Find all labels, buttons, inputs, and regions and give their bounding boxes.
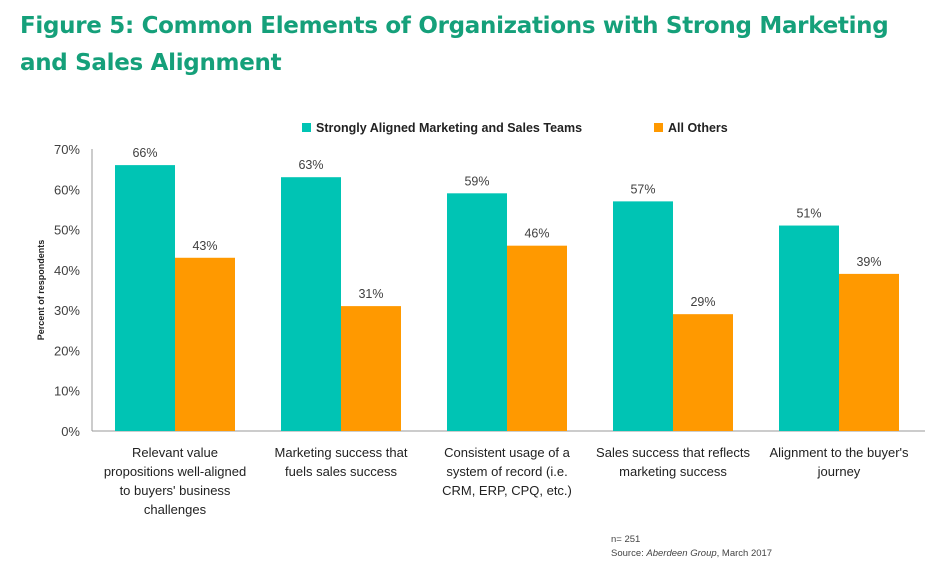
- category-label: system of record (i.e.: [446, 464, 567, 479]
- y-tick-label: 20%: [54, 343, 80, 358]
- data-label: 31%: [358, 287, 383, 301]
- source-prefix: Source:: [611, 548, 647, 559]
- category-label: fuels sales success: [285, 464, 397, 479]
- sample-size-note: n= 251: [611, 534, 641, 545]
- category-label: Alignment to the buyer's: [769, 445, 909, 460]
- y-tick-label: 40%: [54, 263, 80, 278]
- data-label: 59%: [464, 174, 489, 188]
- bar-strongly-aligned: [447, 193, 507, 431]
- legend-label: All Others: [668, 121, 728, 135]
- y-tick-label: 70%: [54, 142, 80, 157]
- data-label: 29%: [690, 295, 715, 309]
- y-tick-label: 0%: [61, 424, 80, 439]
- bar-strongly-aligned: [779, 225, 839, 431]
- data-label: 43%: [192, 239, 217, 253]
- category-label: to buyers' business: [120, 483, 231, 498]
- category-label: CRM, ERP, CPQ, etc.): [442, 483, 572, 498]
- data-label: 63%: [298, 158, 323, 172]
- data-label: 66%: [132, 146, 157, 160]
- category-label: propositions well-aligned: [104, 464, 246, 479]
- legend-swatch: [654, 123, 663, 132]
- category-label: challenges: [144, 502, 207, 517]
- category-label: Sales success that reflects: [596, 445, 750, 460]
- y-tick-label: 10%: [54, 384, 80, 399]
- bar-all-others: [175, 257, 235, 431]
- y-tick-label: 30%: [54, 303, 80, 318]
- legend-label: Strongly Aligned Marketing and Sales Tea…: [316, 121, 582, 135]
- y-tick-label: 50%: [54, 223, 80, 238]
- figure-title: Figure 5: Common Elements of Organizatio…: [20, 13, 889, 76]
- category-label: Marketing success that: [275, 445, 408, 460]
- bar-strongly-aligned: [115, 165, 175, 431]
- bar-all-others: [839, 273, 899, 431]
- source-suffix: , March 2017: [716, 548, 773, 559]
- bar-all-others: [673, 314, 733, 431]
- source-name: Aberdeen Group: [646, 548, 717, 559]
- bar-all-others: [341, 306, 401, 431]
- source-note: Source: Aberdeen Group, March 2017: [611, 548, 772, 559]
- bar-strongly-aligned: [281, 177, 341, 431]
- data-label: 39%: [856, 255, 881, 269]
- data-label: 46%: [524, 227, 549, 241]
- y-axis-label: Percent of respondents: [36, 240, 46, 341]
- data-label: 51%: [796, 207, 821, 221]
- category-label: journey: [817, 464, 861, 479]
- category-label: marketing success: [619, 464, 727, 479]
- category-label: Consistent usage of a: [444, 445, 571, 460]
- bar-all-others: [507, 245, 567, 431]
- y-tick-label: 60%: [54, 182, 80, 197]
- bar-strongly-aligned: [613, 201, 673, 431]
- category-label: Relevant value: [132, 445, 218, 460]
- legend-swatch: [302, 123, 311, 132]
- data-label: 57%: [630, 182, 655, 196]
